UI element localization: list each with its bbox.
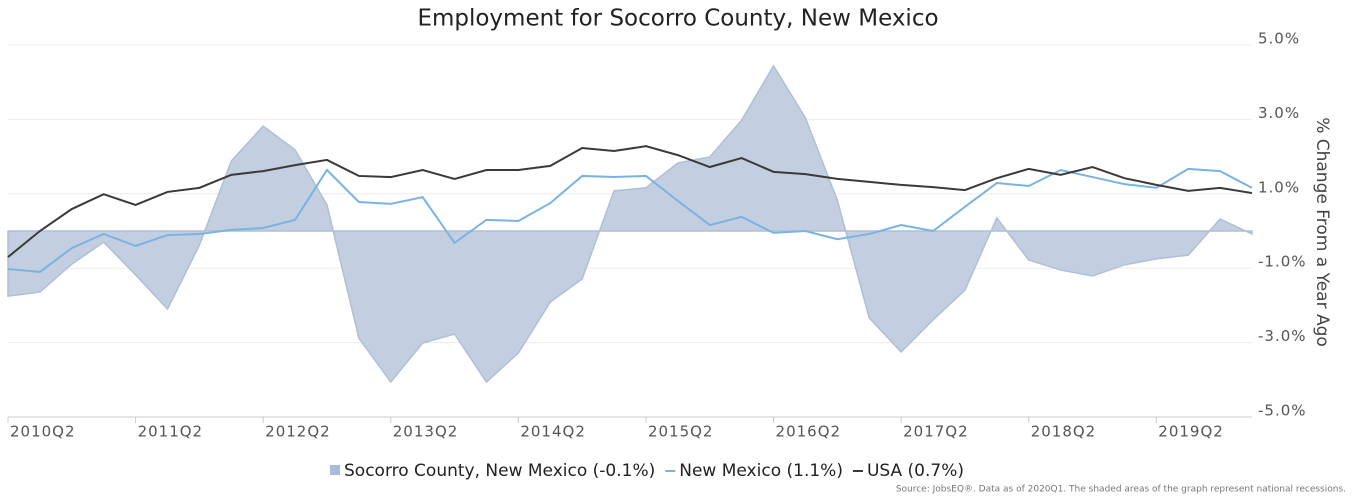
legend-label: Socorro County, New Mexico (-0.1%)	[344, 461, 655, 481]
source-note: Source: JobsEQ®. Data as of 2020Q1. The …	[896, 485, 1346, 495]
line	[7, 167, 1253, 273]
legend-swatch	[330, 465, 340, 475]
x-tick-label: 2015Q2	[648, 423, 714, 441]
chart-title: Employment for Socorro County, New Mexic…	[417, 6, 938, 32]
y-axis-label: % Change From a Year Ago	[1312, 117, 1332, 347]
y-tick-label: 5.0%	[1258, 30, 1300, 48]
x-tick-label: 2010Q2	[10, 423, 76, 441]
legend-item: New Mexico (1.1%)	[665, 461, 843, 481]
area	[7, 64, 1253, 384]
x-tick-label: 2018Q2	[1031, 423, 1097, 441]
line	[7, 145, 1253, 258]
x-tick-label: 2012Q2	[265, 423, 331, 441]
legend-item: USA (0.7%)	[852, 461, 964, 481]
y-tick-label: 3.0%	[1258, 104, 1300, 122]
legend-item: Socorro County, New Mexico (-0.1%)	[330, 461, 655, 481]
x-tick-label: 2011Q2	[138, 423, 204, 441]
x-tick-label: 2016Q2	[776, 423, 842, 441]
y-tick-label: -1.0%	[1258, 253, 1307, 271]
y-tick-label: -5.0%	[1258, 402, 1307, 420]
y-tick-label: 1.0%	[1258, 178, 1300, 196]
x-tick-label: 2013Q2	[393, 423, 459, 441]
y-tick-label: -3.0%	[1258, 327, 1307, 345]
x-tick-label: 2017Q2	[903, 423, 969, 441]
x-tick-label: 2019Q2	[1158, 423, 1224, 441]
legend-label: USA (0.7%)	[867, 461, 964, 481]
legend-label: New Mexico (1.1%)	[679, 461, 843, 481]
x-tick-label: 2014Q2	[520, 423, 586, 441]
